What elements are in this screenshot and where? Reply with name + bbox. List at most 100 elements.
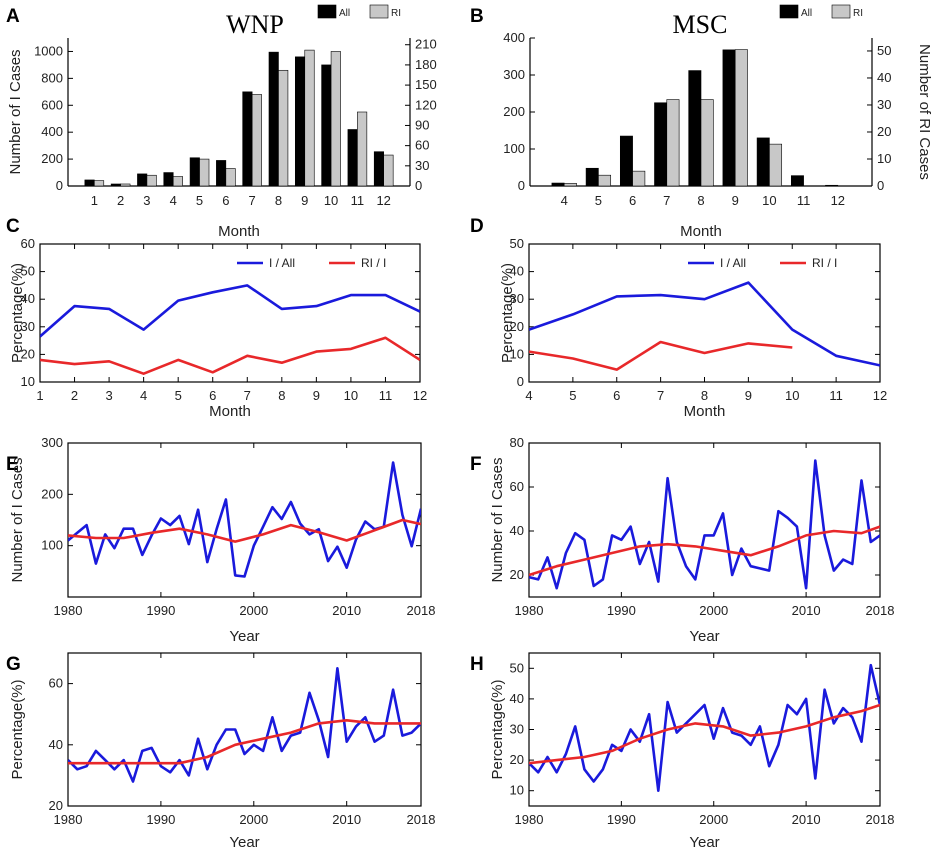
y2-tick-label: 20 — [877, 124, 891, 139]
x-tick-label: 2018 — [866, 603, 895, 618]
bar-all-12 — [825, 184, 839, 187]
y2-tick-label: 150 — [415, 77, 437, 92]
legend-label: All — [801, 8, 812, 19]
bar-ri-10 — [769, 143, 783, 187]
y-tick-label: 200 — [41, 151, 63, 166]
legend-label: All — [339, 8, 350, 19]
x-tick-label: 2 — [117, 193, 124, 208]
x-tick-label: 5 — [196, 193, 203, 208]
panel-label: F — [470, 454, 482, 475]
x-tick-label: 11 — [829, 388, 843, 403]
y-tick-label: 400 — [41, 124, 63, 139]
legend-swatch — [831, 4, 851, 19]
legend-swatch — [779, 4, 799, 19]
y-tick-label: 50 — [21, 264, 35, 279]
panel-title: MSC — [673, 10, 728, 39]
bar-ri-8 — [278, 69, 289, 187]
y-axis-label: Percentage(%) — [499, 263, 516, 363]
bar-ri-2 — [120, 183, 131, 187]
x-tick-label: 2000 — [699, 812, 728, 827]
y-tick-label: 60 — [21, 236, 35, 251]
y-tick-label: 100 — [41, 538, 63, 553]
y2-tick-label: 90 — [415, 117, 429, 132]
bar-all-7 — [654, 102, 668, 187]
y-tick-label: 600 — [41, 97, 63, 112]
y-tick-label: 60 — [49, 676, 63, 691]
bar-ri-4 — [563, 182, 577, 187]
bar-all-4 — [163, 172, 174, 187]
x-tick-label: 10 — [324, 193, 338, 208]
x-tick-label: 10 — [785, 388, 799, 403]
x-tick-label: 6 — [222, 193, 229, 208]
y2-tick-label: 30 — [877, 97, 891, 112]
y-axis-label: Number of I Cases — [489, 457, 506, 582]
series-line-iall — [529, 281, 880, 367]
x-tick-label: 1 — [36, 388, 43, 403]
series-line-rii — [40, 336, 420, 376]
bar-ri-9 — [734, 49, 748, 187]
y-tick-label: 20 — [510, 752, 524, 767]
x-tick-label: 12 — [413, 388, 427, 403]
y-tick-label: 10 — [21, 374, 35, 389]
y-tick-label: 50 — [510, 236, 524, 251]
y-tick-label: 50 — [510, 660, 524, 675]
panel-label: A — [6, 6, 20, 27]
y-tick-label: 300 — [503, 67, 525, 82]
x-tick-label: 7 — [249, 193, 256, 208]
bar-all-9 — [294, 56, 306, 187]
series-line-smoothed — [529, 703, 880, 765]
y2-tick-label: 30 — [415, 158, 429, 173]
y-axis-label: Number of I Cases — [7, 49, 24, 174]
y-tick-label: 80 — [510, 435, 524, 450]
plot-frame — [528, 442, 881, 598]
panel-e: E 100 200 300 1980 1990 2000 2010 2018 Year Number… — [6, 435, 435, 645]
y-tick-label: 30 — [510, 722, 524, 737]
x-tick-label: 5 — [569, 388, 576, 403]
panel-a: A WNP020040060080010000306090120150180210… — [6, 4, 437, 240]
x-tick-label: 1 — [91, 193, 98, 208]
x-tick-label: 2 — [71, 388, 78, 403]
series-line-annual — [529, 459, 880, 590]
y-axis-label: Number of I Cases — [9, 457, 26, 582]
series-line-annual — [529, 663, 880, 793]
y-axis-label: Percentage(%) — [489, 679, 506, 779]
x-tick-label: 8 — [697, 193, 704, 208]
x-axis-label: Month — [684, 403, 726, 420]
panel-g: G 20 40 60 1980 1990 2000 2010 2018 Year Percentag… — [6, 652, 435, 851]
y-tick-label: 40 — [510, 523, 524, 538]
x-tick-label: 1980 — [515, 812, 544, 827]
x-tick-label: 1980 — [54, 812, 83, 827]
bar-all-1 — [84, 179, 95, 187]
y2-tick-label: 0 — [877, 178, 884, 193]
bar-all-6 — [619, 135, 633, 187]
panel-f: F 20 40 60 80 1980 1990 2000 2010 2018 Year Number … — [470, 435, 894, 645]
bar-all-6 — [216, 160, 227, 187]
x-tick-label: 9 — [301, 193, 308, 208]
bar-all-9 — [722, 49, 736, 187]
x-tick-label: 3 — [105, 388, 112, 403]
bar-all-5 — [585, 167, 599, 187]
x-tick-label: 1990 — [146, 603, 175, 618]
x-tick-label: 11 — [351, 193, 365, 208]
x-axis-label: Year — [229, 628, 259, 645]
x-axis-label: Year — [689, 628, 719, 645]
bar-all-11 — [347, 129, 358, 187]
x-tick-label: 11 — [379, 388, 393, 403]
x-tick-label: 2010 — [332, 812, 361, 827]
y-tick-label: 0 — [56, 178, 63, 193]
bar-all-11 — [790, 175, 804, 187]
y2-tick-label: 180 — [415, 57, 437, 72]
x-tick-label: 8 — [701, 388, 708, 403]
y2-tick-label: 40 — [877, 70, 891, 85]
x-tick-label: 4 — [170, 193, 177, 208]
y-tick-label: 0 — [518, 178, 525, 193]
x-axis-label: Year — [229, 834, 259, 851]
y-tick-label: 20 — [49, 798, 63, 813]
bar-all-2 — [110, 183, 121, 187]
x-tick-label: 1990 — [607, 603, 636, 618]
series-line-rii — [529, 340, 793, 371]
y-tick-label: 40 — [510, 691, 524, 706]
y-tick-label: 0 — [517, 374, 524, 389]
bar-all-4 — [551, 182, 565, 187]
y-tick-label: 20 — [510, 567, 524, 582]
